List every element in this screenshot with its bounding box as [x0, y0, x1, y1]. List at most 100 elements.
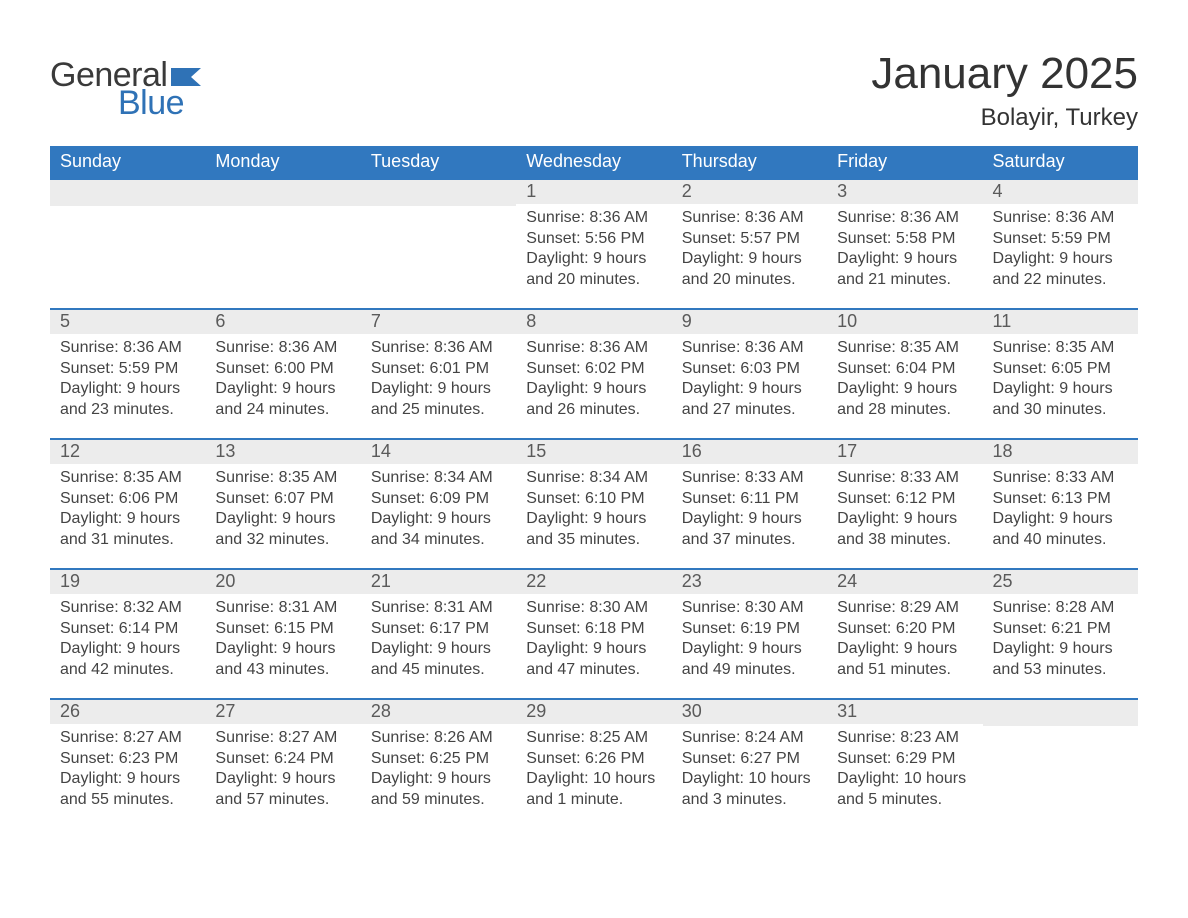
day-number: 9	[672, 310, 827, 334]
day-number: 26	[50, 700, 205, 724]
daylight-text: Daylight: 9 hours and 21 minutes.	[837, 249, 972, 290]
day-body: Sunrise: 8:34 AMSunset: 6:09 PMDaylight:…	[361, 464, 516, 558]
day-body: Sunrise: 8:27 AMSunset: 6:23 PMDaylight:…	[50, 724, 205, 818]
day-number: 5	[50, 310, 205, 334]
day-number: 3	[827, 180, 982, 204]
sunset-text: Sunset: 6:29 PM	[837, 749, 972, 769]
sunrise-text: Sunrise: 8:33 AM	[837, 468, 972, 488]
day-body: Sunrise: 8:27 AMSunset: 6:24 PMDaylight:…	[205, 724, 360, 818]
day-cell: 19Sunrise: 8:32 AMSunset: 6:14 PMDayligh…	[50, 570, 205, 698]
day-body: Sunrise: 8:35 AMSunset: 6:06 PMDaylight:…	[50, 464, 205, 558]
day-cell: 8Sunrise: 8:36 AMSunset: 6:02 PMDaylight…	[516, 310, 671, 438]
sunset-text: Sunset: 6:12 PM	[837, 489, 972, 509]
sunset-text: Sunset: 6:19 PM	[682, 619, 817, 639]
day-body: Sunrise: 8:33 AMSunset: 6:11 PMDaylight:…	[672, 464, 827, 558]
day-cell: 14Sunrise: 8:34 AMSunset: 6:09 PMDayligh…	[361, 440, 516, 568]
daylight-text: Daylight: 10 hours and 3 minutes.	[682, 769, 817, 810]
daylight-text: Daylight: 10 hours and 5 minutes.	[837, 769, 972, 810]
day-of-week-header: Saturday	[983, 146, 1138, 178]
sunrise-text: Sunrise: 8:27 AM	[215, 728, 350, 748]
sunrise-text: Sunrise: 8:35 AM	[215, 468, 350, 488]
day-cell: 24Sunrise: 8:29 AMSunset: 6:20 PMDayligh…	[827, 570, 982, 698]
day-cell: 16Sunrise: 8:33 AMSunset: 6:11 PMDayligh…	[672, 440, 827, 568]
day-number: 12	[50, 440, 205, 464]
day-cell: 30Sunrise: 8:24 AMSunset: 6:27 PMDayligh…	[672, 700, 827, 828]
sunset-text: Sunset: 6:07 PM	[215, 489, 350, 509]
sunrise-text: Sunrise: 8:24 AM	[682, 728, 817, 748]
daylight-text: Daylight: 9 hours and 47 minutes.	[526, 639, 661, 680]
sunrise-text: Sunrise: 8:34 AM	[526, 468, 661, 488]
day-of-week-header: Thursday	[672, 146, 827, 178]
sunset-text: Sunset: 6:09 PM	[371, 489, 506, 509]
weeks-container: 1Sunrise: 8:36 AMSunset: 5:56 PMDaylight…	[50, 178, 1138, 828]
sunrise-text: Sunrise: 8:31 AM	[371, 598, 506, 618]
day-number: 2	[672, 180, 827, 204]
sunrise-text: Sunrise: 8:23 AM	[837, 728, 972, 748]
day-cell: 27Sunrise: 8:27 AMSunset: 6:24 PMDayligh…	[205, 700, 360, 828]
sunrise-text: Sunrise: 8:36 AM	[215, 338, 350, 358]
day-body: Sunrise: 8:24 AMSunset: 6:27 PMDaylight:…	[672, 724, 827, 818]
day-cell: 25Sunrise: 8:28 AMSunset: 6:21 PMDayligh…	[983, 570, 1138, 698]
daylight-text: Daylight: 9 hours and 59 minutes.	[371, 769, 506, 810]
day-body: Sunrise: 8:31 AMSunset: 6:15 PMDaylight:…	[205, 594, 360, 688]
day-cell: 2Sunrise: 8:36 AMSunset: 5:57 PMDaylight…	[672, 180, 827, 308]
logo: General Blue	[50, 58, 205, 119]
daylight-text: Daylight: 9 hours and 28 minutes.	[837, 379, 972, 420]
day-cell: 22Sunrise: 8:30 AMSunset: 6:18 PMDayligh…	[516, 570, 671, 698]
day-body: Sunrise: 8:33 AMSunset: 6:12 PMDaylight:…	[827, 464, 982, 558]
day-number: 7	[361, 310, 516, 334]
sunset-text: Sunset: 6:27 PM	[682, 749, 817, 769]
day-number: 15	[516, 440, 671, 464]
week-row: 12Sunrise: 8:35 AMSunset: 6:06 PMDayligh…	[50, 438, 1138, 568]
sunset-text: Sunset: 6:04 PM	[837, 359, 972, 379]
day-body: Sunrise: 8:25 AMSunset: 6:26 PMDaylight:…	[516, 724, 671, 818]
day-number: 14	[361, 440, 516, 464]
day-body: Sunrise: 8:26 AMSunset: 6:25 PMDaylight:…	[361, 724, 516, 818]
sunset-text: Sunset: 6:05 PM	[993, 359, 1128, 379]
day-body: Sunrise: 8:30 AMSunset: 6:18 PMDaylight:…	[516, 594, 671, 688]
sunrise-text: Sunrise: 8:32 AM	[60, 598, 195, 618]
sunset-text: Sunset: 6:17 PM	[371, 619, 506, 639]
sunrise-text: Sunrise: 8:35 AM	[837, 338, 972, 358]
day-body: Sunrise: 8:34 AMSunset: 6:10 PMDaylight:…	[516, 464, 671, 558]
day-body: Sunrise: 8:35 AMSunset: 6:07 PMDaylight:…	[205, 464, 360, 558]
day-number: 20	[205, 570, 360, 594]
daylight-text: Daylight: 9 hours and 27 minutes.	[682, 379, 817, 420]
day-body: Sunrise: 8:36 AMSunset: 5:59 PMDaylight:…	[50, 334, 205, 428]
day-number: 31	[827, 700, 982, 724]
week-row: 5Sunrise: 8:36 AMSunset: 5:59 PMDaylight…	[50, 308, 1138, 438]
day-number: 1	[516, 180, 671, 204]
day-body: Sunrise: 8:33 AMSunset: 6:13 PMDaylight:…	[983, 464, 1138, 558]
day-cell: 21Sunrise: 8:31 AMSunset: 6:17 PMDayligh…	[361, 570, 516, 698]
sunset-text: Sunset: 6:18 PM	[526, 619, 661, 639]
day-cell: 20Sunrise: 8:31 AMSunset: 6:15 PMDayligh…	[205, 570, 360, 698]
day-cell: 18Sunrise: 8:33 AMSunset: 6:13 PMDayligh…	[983, 440, 1138, 568]
daylight-text: Daylight: 9 hours and 57 minutes.	[215, 769, 350, 810]
sunset-text: Sunset: 6:03 PM	[682, 359, 817, 379]
day-body: Sunrise: 8:36 AMSunset: 5:56 PMDaylight:…	[516, 204, 671, 298]
day-cell: 12Sunrise: 8:35 AMSunset: 6:06 PMDayligh…	[50, 440, 205, 568]
daylight-text: Daylight: 9 hours and 55 minutes.	[60, 769, 195, 810]
day-cell: 3Sunrise: 8:36 AMSunset: 5:58 PMDaylight…	[827, 180, 982, 308]
day-number: 19	[50, 570, 205, 594]
day-number: 28	[361, 700, 516, 724]
sunrise-text: Sunrise: 8:30 AM	[682, 598, 817, 618]
day-cell: 17Sunrise: 8:33 AMSunset: 6:12 PMDayligh…	[827, 440, 982, 568]
daylight-text: Daylight: 9 hours and 49 minutes.	[682, 639, 817, 680]
day-body: Sunrise: 8:29 AMSunset: 6:20 PMDaylight:…	[827, 594, 982, 688]
sunset-text: Sunset: 5:57 PM	[682, 229, 817, 249]
daylight-text: Daylight: 9 hours and 42 minutes.	[60, 639, 195, 680]
sunset-text: Sunset: 6:21 PM	[993, 619, 1128, 639]
sunrise-text: Sunrise: 8:34 AM	[371, 468, 506, 488]
sunset-text: Sunset: 6:10 PM	[526, 489, 661, 509]
day-cell: 1Sunrise: 8:36 AMSunset: 5:56 PMDaylight…	[516, 180, 671, 308]
day-number	[205, 180, 360, 206]
calendar-grid: SundayMondayTuesdayWednesdayThursdayFrid…	[50, 146, 1138, 828]
sunrise-text: Sunrise: 8:36 AM	[526, 338, 661, 358]
daylight-text: Daylight: 9 hours and 34 minutes.	[371, 509, 506, 550]
day-body: Sunrise: 8:36 AMSunset: 5:58 PMDaylight:…	[827, 204, 982, 298]
daylight-text: Daylight: 9 hours and 35 minutes.	[526, 509, 661, 550]
day-body: Sunrise: 8:36 AMSunset: 5:57 PMDaylight:…	[672, 204, 827, 298]
daylight-text: Daylight: 9 hours and 23 minutes.	[60, 379, 195, 420]
sunrise-text: Sunrise: 8:33 AM	[682, 468, 817, 488]
